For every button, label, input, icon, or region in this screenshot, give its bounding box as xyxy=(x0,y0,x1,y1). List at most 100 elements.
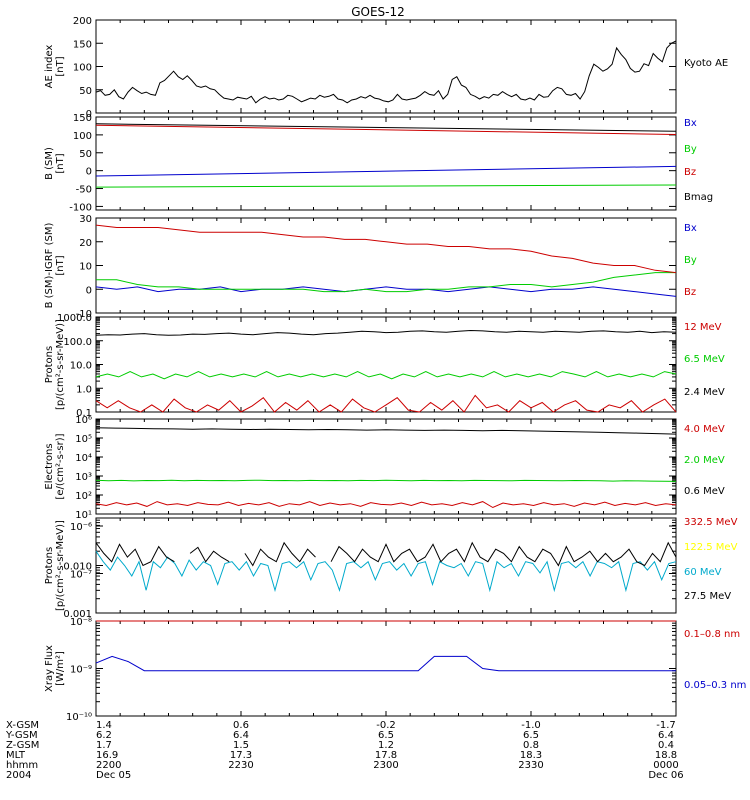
y-tick-label: 100.0 xyxy=(63,337,92,348)
footer-value: 2200 xyxy=(96,760,121,771)
y-tick-label: 10⁻⁸ xyxy=(70,617,92,628)
y-tick-label: 0 xyxy=(86,167,92,178)
y-tick-label: 50 xyxy=(79,149,92,160)
legend-entry: Bx xyxy=(684,223,697,234)
y-axis-label: B (SM) xyxy=(44,147,55,180)
y-tick-label: 1000.0 xyxy=(57,313,92,324)
legend-entry: 0.1–0.8 nm xyxy=(684,629,740,640)
footer-row-label: Z-GSM xyxy=(6,740,39,751)
legend-entry: Bz xyxy=(684,287,696,298)
footer-value: 6.2 xyxy=(96,730,112,741)
y-tick-label: 150 xyxy=(73,113,92,124)
footer-row-label: X-GSM xyxy=(6,720,39,731)
legend-entry: 12 MeV xyxy=(684,322,722,333)
footer-value: 17.3 xyxy=(230,750,252,761)
footer-value: 1.4 xyxy=(96,720,112,731)
panel-7: 10⁻¹⁰ 10⁻⁹ 10⁻⁸ 10⁻⁷ 10⁻⁶ Xray Flux [W/m²] 0.1–… xyxy=(44,522,746,723)
panel-3: -10 0 10 20 30 B (SM)-IGRF (SM) [nT] Bx By Bz xyxy=(44,214,697,320)
footer-value: 0000 xyxy=(653,760,678,771)
series-line-0-05-0-3-nm xyxy=(95,655,676,672)
footer-value: 16.9 xyxy=(96,750,118,761)
y-tick-label: 0.1 xyxy=(76,408,92,419)
footer-value: 18.8 xyxy=(655,750,677,761)
footer-value: 0.8 xyxy=(523,740,539,751)
footer-row-label: MLT xyxy=(6,750,26,761)
y-axis-label: [W/m²] xyxy=(55,651,66,686)
y-axis-label: [nT] xyxy=(55,153,66,173)
legend-entry: By xyxy=(684,144,697,155)
legend-entry: 332.5 MeV xyxy=(684,517,738,528)
y-tick-label: 10 xyxy=(79,262,92,273)
series-line-bz xyxy=(95,224,677,274)
y-tick-label: 100 xyxy=(73,131,92,142)
y-tick-label: 0.010 xyxy=(63,562,92,573)
series-line-by xyxy=(96,272,676,293)
y-tick-label: 0 xyxy=(86,109,92,120)
y-axis-label: [nT] xyxy=(55,56,66,76)
series-line-4-0-mev xyxy=(95,501,677,509)
y-tick-label: 10⁻⁷ xyxy=(70,570,92,581)
y-tick-label: -10 xyxy=(76,309,92,320)
y-tick-label: -50 xyxy=(76,185,92,196)
y-tick-label: 10⁻⁶ xyxy=(70,522,92,533)
footer-value: 6.4 xyxy=(233,730,249,741)
panel-frame xyxy=(95,116,677,211)
y-axis-label: Electrons xyxy=(44,443,55,489)
series-line-27-5-mev xyxy=(330,541,677,567)
ephemeris-footer: X-GSMY-GSMZ-GSMMLThhmm20041.46.21.716.92… xyxy=(5,720,684,781)
footer-value: 0.6 xyxy=(233,720,249,731)
y-tick-label: 10⁻⁹ xyxy=(70,665,92,676)
y-tick-label: 10³ xyxy=(75,472,92,483)
footer-value: 1.2 xyxy=(378,740,394,751)
footer-value: 2330 xyxy=(518,760,543,771)
y-tick-label: -100 xyxy=(69,202,92,213)
footer-row-label: 2004 xyxy=(6,770,31,781)
footer-value: 17.8 xyxy=(375,750,397,761)
series-line-by xyxy=(95,184,677,188)
series-line-27-5-mev xyxy=(95,542,175,567)
footer-value: 6.5 xyxy=(378,730,394,741)
legend-entry: 122.5 MeV xyxy=(684,542,738,553)
series-line-27-5-mev xyxy=(189,546,230,563)
series-line-2-4-mev xyxy=(95,329,677,336)
legend-entry: 60 MeV xyxy=(684,567,722,578)
panel-4: 0.1 1.0 10.0 100.0 1000.0 Protons [p/(cm²-s-sr… xyxy=(44,313,725,419)
series-line-60-mev xyxy=(95,550,677,593)
y-axis-label: [p/(cm²-s-sr-MeV)] xyxy=(55,319,66,410)
footer-value: 6.4 xyxy=(658,730,674,741)
panel-frame xyxy=(95,517,677,614)
y-tick-label: 10¹ xyxy=(75,510,92,521)
y-axis-label: B (SM)-IGRF (SM) xyxy=(44,223,55,309)
y-axis-label: [e/(cm²-s-sr)] xyxy=(55,433,66,499)
footer-value: Dec 05 xyxy=(96,770,131,781)
panel-frame xyxy=(95,620,677,717)
legend-entry: 2.0 MeV xyxy=(684,455,725,466)
footer-value: 6.5 xyxy=(523,730,539,741)
y-tick-label: 30 xyxy=(79,214,92,225)
footer-row-label: Y-GSM xyxy=(5,730,38,741)
y-tick-label: 0.001 xyxy=(63,609,92,620)
y-axis-label: [nT] xyxy=(55,255,66,275)
panel-2: -100 -50 0 50 100 150 B (SM) [nT] Bx By Bz Bmag xyxy=(44,113,713,213)
y-axis-label: Protons xyxy=(44,346,55,383)
legend-entry: 0.05–0.3 nm xyxy=(684,680,746,691)
y-axis-label: Protons xyxy=(44,547,55,584)
footer-row-label: hhmm xyxy=(6,760,38,771)
footer-value: 1.7 xyxy=(96,740,112,751)
series-line-bmag xyxy=(95,123,677,132)
footer-value: -0.2 xyxy=(376,720,396,731)
series-line-12-mev xyxy=(95,394,677,413)
footer-value: 0.4 xyxy=(658,740,674,751)
y-tick-label: 150 xyxy=(73,39,92,50)
y-tick-label: 10⁻¹⁰ xyxy=(66,712,92,723)
legend-entry: 0.6 MeV xyxy=(684,486,725,497)
series-line-kyoto-ae xyxy=(95,40,677,104)
footer-value: 18.3 xyxy=(520,750,542,761)
panel-5: 10¹ 10² 10³ 10⁴ 10⁵ 10⁶ Electrons [e/(cm²-s-sr)… xyxy=(44,415,725,521)
legend-entry: Kyoto AE xyxy=(684,58,728,69)
y-tick-label: 50 xyxy=(79,86,92,97)
y-tick-label: 10⁶ xyxy=(75,415,92,426)
y-tick-label: 20 xyxy=(79,238,92,249)
